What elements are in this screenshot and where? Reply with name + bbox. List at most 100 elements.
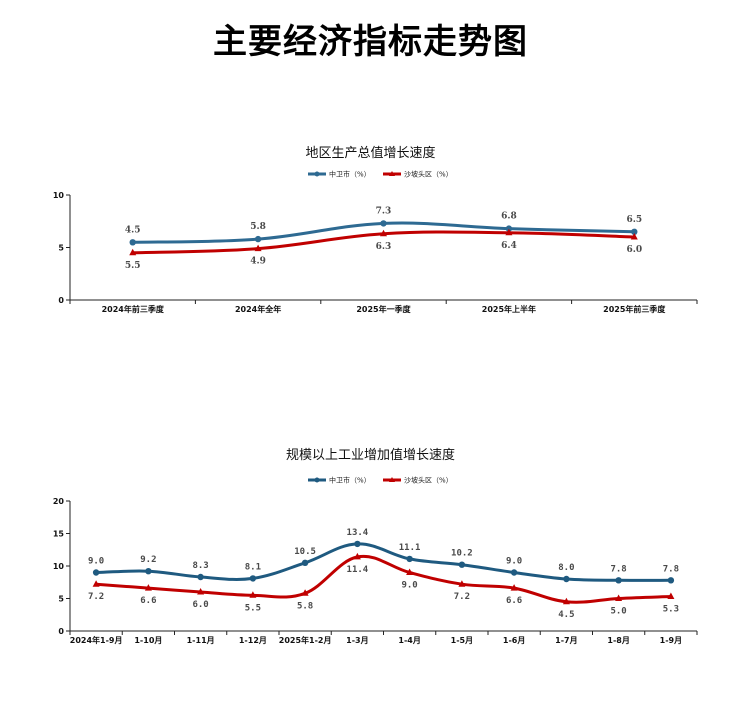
data-label: 7.8 [663, 564, 679, 574]
page-title: 主要经济指标走势图 [213, 22, 528, 62]
data-point-circle [197, 573, 204, 581]
legend-label-1: 中卫市（%） [329, 476, 371, 485]
legend-label-2: 沙坡头区（%） [404, 476, 453, 485]
data-label: 5.3 [663, 605, 679, 615]
legend-marker-2 [389, 171, 395, 176]
legend-label-2: 沙坡头区（%） [404, 170, 453, 179]
data-label: 6.6 [506, 596, 522, 606]
x-tick-label: 1-3月 [346, 636, 368, 645]
series-line-2 [95, 554, 671, 604]
data-label: 6.3 [376, 242, 392, 252]
data-point-circle [563, 575, 570, 583]
y-tick-label: 0 [58, 627, 64, 636]
data-label: 5.5 [245, 603, 261, 613]
data-label: 7.3 [376, 206, 392, 216]
data-point-circle [92, 569, 100, 576]
legend-label-1: 中卫市（%） [329, 170, 371, 179]
data-point-circle [380, 220, 387, 227]
data-point-triangle [353, 552, 361, 560]
y-tick-label: 15 [53, 530, 65, 539]
data-point-circle [129, 239, 136, 246]
data-point-circle [145, 568, 152, 575]
y-tick-label: 10 [53, 562, 65, 571]
data-point-circle [510, 569, 518, 576]
x-tick-label: 2024年全年 [235, 304, 281, 314]
data-label: 10.2 [451, 549, 473, 559]
data-point-triangle [458, 580, 466, 587]
data-point-triangle [197, 588, 205, 595]
x-tick-label: 1-12月 [239, 636, 267, 645]
data-point-triangle [249, 591, 257, 598]
data-point-circle [458, 561, 466, 568]
data-point-circle [254, 235, 262, 243]
data-point-triangle [562, 597, 570, 605]
x-tick-label: 2025年一季度 [356, 304, 411, 314]
data-label: 5.0 [610, 607, 626, 617]
x-tick-label: 2024年前三季度 [102, 304, 165, 314]
data-point-circle [667, 577, 675, 584]
data-label: 6.8 [501, 212, 517, 222]
data-label: 5.8 [250, 222, 266, 232]
y-tick-label: 10 [53, 191, 65, 200]
data-point-circle [249, 575, 257, 582]
data-label: 8.0 [558, 563, 574, 573]
x-tick-label: 1-11月 [187, 636, 215, 645]
x-tick-label: 1-10月 [134, 636, 162, 645]
data-label: 9.0 [88, 557, 104, 567]
data-label: 6.0 [626, 245, 642, 255]
x-tick-label: 2025年前三季度 [603, 304, 666, 314]
legend-marker-2 [389, 477, 395, 482]
x-tick-label: 2025年1-2月 [279, 635, 332, 645]
data-point-triangle [615, 594, 623, 601]
x-tick-label: 2024年1-9月 [70, 635, 123, 645]
data-point-circle [354, 540, 361, 548]
data-label: 6.6 [140, 596, 156, 606]
y-tick-label: 5 [58, 595, 64, 604]
x-tick-label: 1-5月 [451, 636, 473, 645]
data-label: 5.8 [297, 601, 313, 611]
y-tick-label: 0 [58, 296, 64, 305]
data-label: 8.3 [192, 561, 208, 571]
data-point-triangle [144, 584, 152, 591]
data-label: 10.5 [294, 547, 316, 557]
data-point-triangle [254, 244, 262, 252]
data-label: 6.5 [626, 215, 642, 225]
x-tick-label: 2025年上半年 [482, 304, 536, 314]
data-label: 7.8 [610, 564, 626, 574]
data-label: 13.4 [347, 528, 369, 538]
y-tick-label: 20 [53, 497, 65, 506]
x-tick-label: 1-8月 [607, 636, 629, 645]
data-label: 6.0 [192, 600, 208, 610]
data-label: 5.5 [125, 261, 141, 271]
data-label: 4.5 [125, 225, 141, 235]
data-point-triangle [301, 589, 309, 596]
data-point-triangle [505, 228, 513, 236]
data-point-circle [406, 555, 413, 563]
data-label: 11.4 [347, 565, 369, 575]
data-label: 9.0 [506, 557, 522, 567]
chart-title: 规模以上工业增加值增长速度 [286, 447, 455, 463]
data-label: 4.9 [250, 257, 266, 267]
x-tick-label: 1-4月 [398, 636, 420, 645]
data-label: 8.1 [245, 562, 261, 572]
y-tick-label: 5 [58, 244, 64, 253]
data-label: 11.1 [399, 543, 421, 553]
data-point-triangle [630, 233, 638, 240]
data-point-triangle [92, 580, 100, 587]
data-point-triangle [510, 584, 518, 591]
x-tick-label: 1-7月 [555, 636, 577, 645]
data-point-triangle [380, 229, 387, 237]
data-label: 6.4 [501, 241, 517, 251]
data-point-triangle [129, 248, 137, 256]
data-point-triangle [406, 568, 414, 575]
x-tick-label: 1-9月 [660, 636, 682, 645]
x-tick-label: 1-6月 [503, 636, 525, 645]
data-label: 7.2 [88, 592, 104, 602]
data-point-circle [631, 228, 638, 235]
legend-marker-1 [314, 171, 320, 177]
chart-title: 地区生产总值增长速度 [305, 145, 435, 161]
data-label: 4.5 [558, 610, 574, 620]
series-line-1 [96, 542, 671, 582]
data-label: 7.2 [454, 592, 470, 602]
